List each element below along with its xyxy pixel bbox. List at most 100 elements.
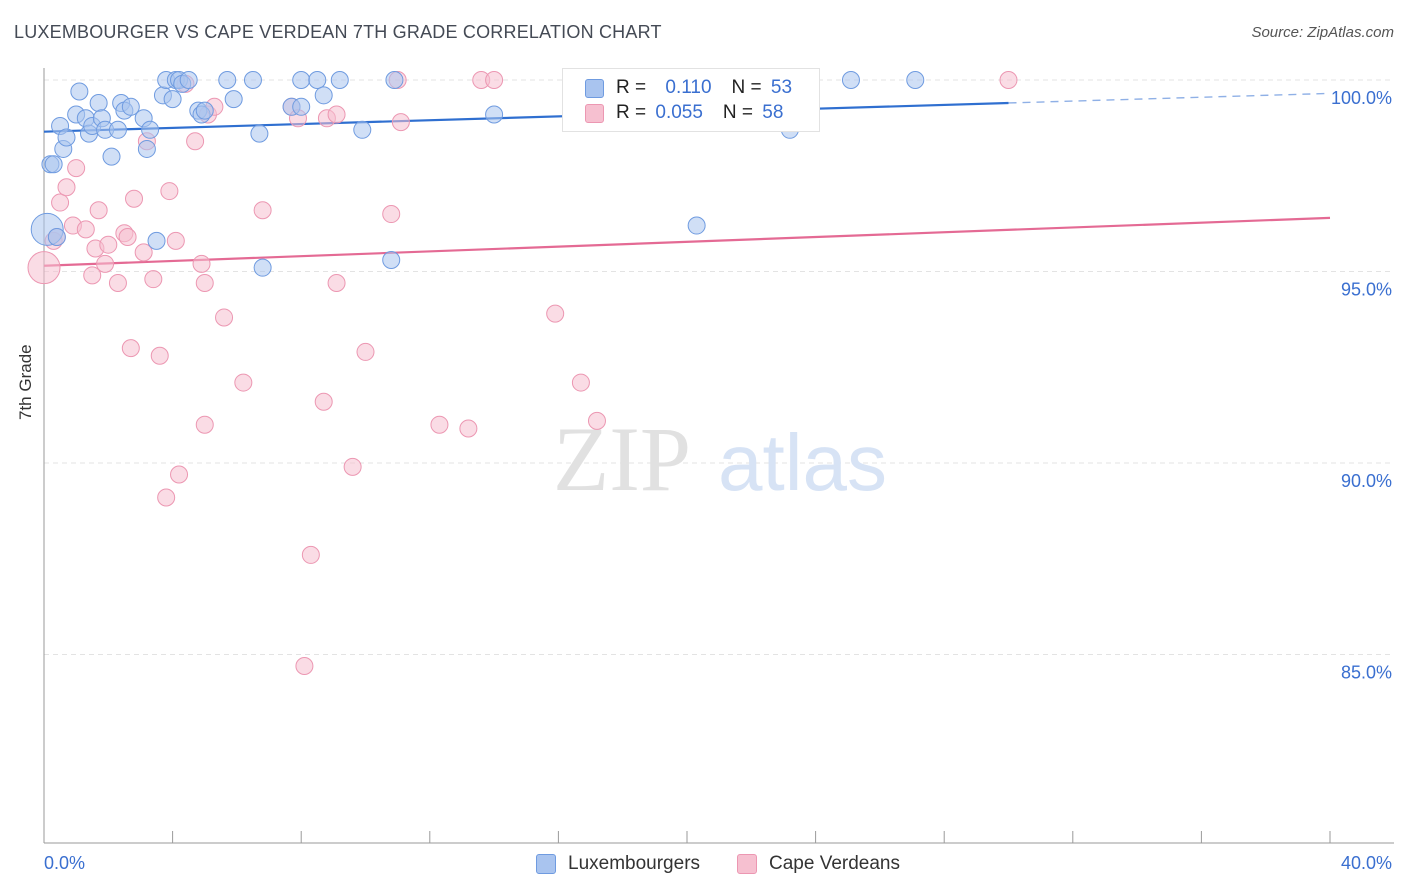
luxembourger-point [141, 120, 160, 139]
legend-r-value: 0.110 [665, 77, 712, 98]
gridlines [44, 79, 1390, 655]
trend-lines [43, 92, 1331, 267]
y-tick-label: 95.0% [1341, 280, 1392, 300]
cape-verdean-point [76, 220, 95, 239]
luxembourger-point [70, 82, 89, 101]
bottom-legend-luxembourgers: Luxembourgers [536, 852, 700, 876]
legend-n-label: N = [731, 77, 767, 98]
x-tick-label: 0.0% [44, 853, 85, 873]
bottom-legend-swatch-blue [536, 854, 556, 874]
x-tick-label: 40.0% [1341, 853, 1392, 873]
cape-verdean-point [327, 105, 346, 124]
luxembourger-point [314, 86, 333, 105]
cape-verdean-point [166, 231, 185, 250]
luxembourger-point [250, 124, 269, 143]
y-tick-label: 85.0% [1341, 663, 1392, 683]
cape-verdean-point [96, 254, 115, 273]
cape-verdean-point [314, 392, 333, 411]
cape-verdean-point [144, 270, 163, 289]
luxembourger-point [218, 71, 237, 89]
cape-verdean-point [485, 71, 504, 89]
cape-verdean-point [253, 201, 272, 220]
y-axis-label: 7th Grade [16, 344, 35, 420]
legend-row-luxembourgers: R = 0.110 N = 53 [585, 76, 792, 100]
cape-verdean-point [118, 228, 137, 247]
y-tick-label: 90.0% [1341, 471, 1392, 491]
cape-verdean-point [67, 159, 86, 178]
luxembourger-point [253, 258, 272, 277]
luxembourger-point [57, 128, 76, 147]
luxembourger-point [382, 251, 401, 270]
points [27, 71, 1018, 675]
cape-verdean-point [571, 373, 590, 392]
bottom-legend-label: Luxembourgers [568, 853, 701, 874]
legend-n-label: N = [722, 102, 759, 123]
luxembourger-point [330, 71, 349, 89]
luxembourger-point [292, 97, 311, 116]
cape-verdean-point [459, 419, 478, 438]
cape-verdean-point [391, 113, 410, 132]
cape-verdean-point [99, 235, 118, 254]
cape-verdean-point [356, 342, 375, 361]
luxembourger-point [89, 93, 108, 112]
cape-verdean-point [587, 411, 606, 430]
watermark-zip: ZIP [553, 408, 691, 510]
luxembourger-point [108, 120, 127, 139]
luxembourger-point [44, 155, 63, 174]
luxembourger-point [292, 71, 311, 89]
bottom-legend-swatch-pink [737, 854, 757, 874]
cape-verdean-point [134, 243, 153, 262]
cape-verdean-point [160, 182, 179, 201]
tick-labels: 100.0% 95.0% 90.0% 85.0% 0.0% 40.0% [44, 88, 1392, 873]
legend-row-cape-verdeans: R = 0.055 N = 58 [585, 101, 783, 125]
luxembourger-point [121, 97, 140, 116]
legend-r-label: R = [616, 77, 652, 98]
cape-verdean-point [83, 266, 102, 285]
cape-verdean-point [999, 71, 1018, 89]
luxembourger-point [179, 71, 198, 89]
cape-verdean-point [382, 205, 401, 224]
cape-verdean-point [430, 415, 449, 434]
luxembourger-point [485, 105, 504, 124]
legend-r-value: 0.055 [655, 102, 703, 123]
trend-line-luxembourgers [43, 101, 1009, 133]
cape-verdean-point [301, 545, 320, 564]
luxembourger-point [163, 90, 182, 109]
luxembourger-point [195, 101, 214, 120]
legend-swatch-pink [585, 103, 604, 123]
cape-verdean-point [108, 273, 127, 292]
cape-verdean-point [234, 373, 253, 392]
legend-n-value: 58 [762, 102, 784, 123]
luxembourger-point [687, 216, 706, 235]
legend-r-label: R = [616, 102, 652, 123]
cape-verdean-point [89, 201, 108, 220]
cape-verdean-point [343, 457, 362, 476]
bottom-legend-label: Cape Verdeans [769, 853, 900, 874]
cape-verdean-point [195, 273, 214, 292]
legend-n-value: 53 [770, 77, 793, 98]
cape-verdean-point [157, 488, 176, 507]
luxembourger-point [137, 139, 156, 158]
y-tick-label: 100.0% [1331, 88, 1392, 108]
axes [43, 68, 1394, 844]
luxembourger-point [102, 147, 121, 166]
cape-verdean-point [27, 251, 61, 285]
source-label: Source: ZipAtlas.com [1251, 24, 1394, 41]
luxembourger-point [841, 71, 860, 89]
cape-verdean-point [121, 339, 140, 358]
legend-box: R = 0.110 N = 53 R = 0.055 N = 58 [562, 68, 820, 132]
cape-verdean-point [192, 254, 211, 273]
luxembourger-point [308, 71, 327, 89]
luxembourger-point [353, 120, 372, 139]
cape-verdean-point [215, 308, 234, 327]
watermark: ZIP atlas [553, 408, 887, 510]
cape-verdean-point [150, 346, 169, 365]
luxembourger-point [385, 71, 404, 89]
luxembourger-point [906, 71, 925, 89]
cape-verdean-point [327, 273, 346, 292]
cape-verdean-point [51, 193, 70, 212]
cape-verdean-point [546, 304, 565, 323]
trend-line-cape-verdeans [43, 216, 1331, 267]
trend-line-luxembourgers-extension [1008, 92, 1331, 104]
